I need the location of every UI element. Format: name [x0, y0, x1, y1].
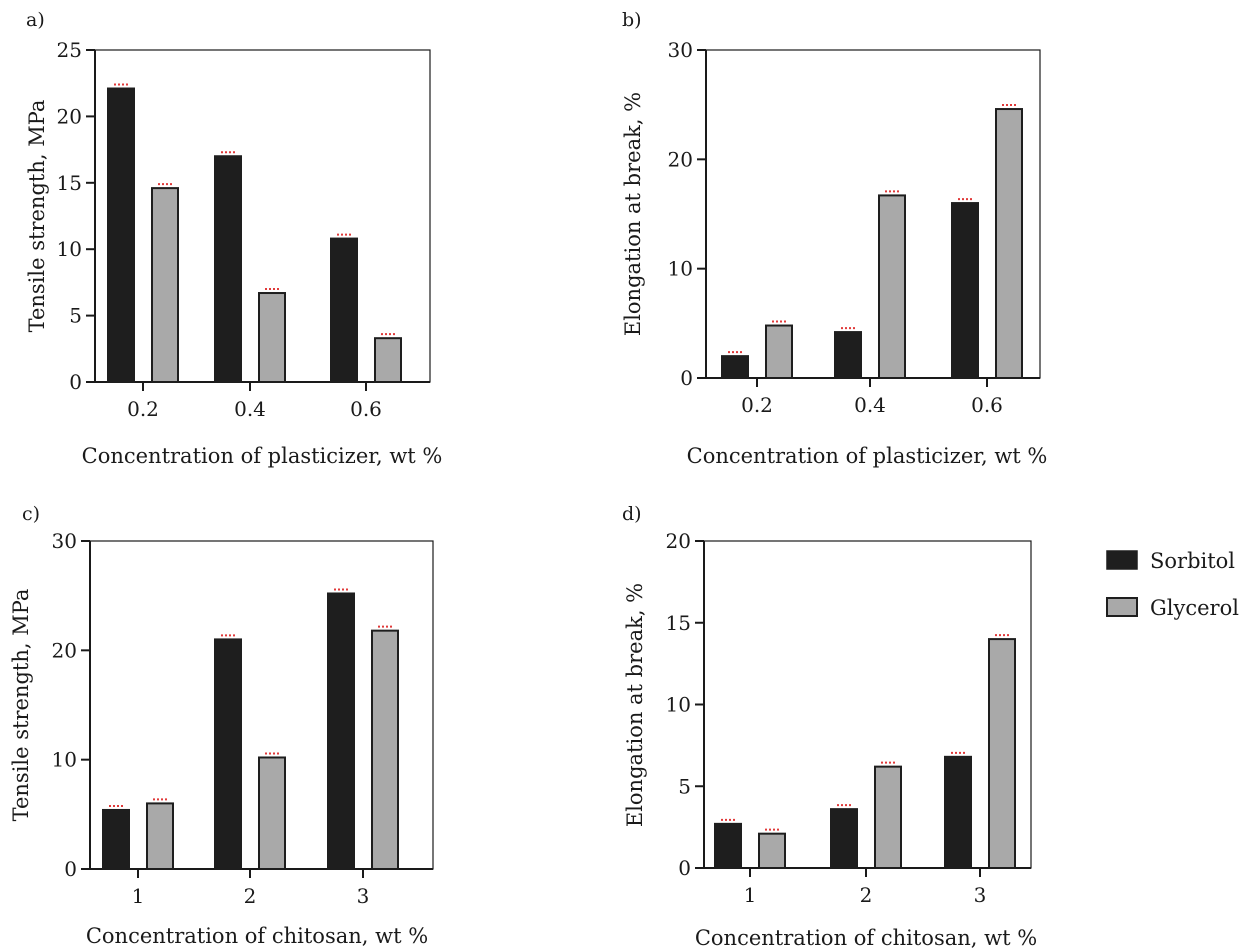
legend-label-sorbitol: Sorbitol: [1150, 549, 1235, 573]
y-tick-label: 20: [668, 147, 693, 171]
y-tick-label: 0: [69, 370, 82, 394]
bar-sorbitol: [951, 202, 979, 379]
x-tick-label: 2: [244, 884, 257, 908]
x-tick-label: 0.6: [350, 397, 382, 421]
chart-panel: 0 10 20 30 0.2 0.4 0.6 Concentration of plastic…: [621, 9, 1047, 468]
y-tick-label: 10: [52, 748, 77, 772]
y-tick-label: 5: [678, 774, 691, 798]
x-axis-title: Concentration of chitosan, wt %: [86, 924, 428, 948]
y-tick-label: 5: [69, 304, 82, 328]
y-axis-title: Elongation at break, %: [621, 92, 645, 336]
y-axis-title: Tensile strength, MPa: [25, 100, 49, 333]
bar-glycerol: [374, 337, 402, 383]
bar-sorbitol: [714, 822, 742, 869]
bar-glycerol: [988, 638, 1016, 869]
y-tick-label: 10: [57, 237, 82, 261]
bar-sorbitol: [214, 638, 242, 871]
chart-panel: 0 5 10 15 20 25 0.2 0.4 0.6 Concentration of plas…: [25, 9, 442, 468]
y-tick-label: 15: [57, 171, 82, 195]
legend-swatch-sorbitol: [1106, 550, 1138, 570]
y-tick-label: 0: [64, 857, 77, 881]
y-tick-label: 20: [666, 529, 691, 553]
y-axis-title: Elongation at break, %: [623, 583, 647, 827]
y-tick-label: 30: [668, 38, 693, 62]
y-tick-label: 15: [666, 611, 691, 635]
plot-frame: [703, 540, 1032, 869]
chart-panel: 0 10 20 30 1 2 3 Concentration of chitosan, wt …: [9, 503, 434, 948]
plot-frame: [705, 49, 1041, 379]
legend-label-glycerol: Glycerol: [1150, 596, 1239, 620]
y-tick-label: 0: [678, 856, 691, 880]
bar-sorbitol: [944, 755, 972, 870]
bar-glycerol: [995, 108, 1023, 379]
bar-sorbitol: [834, 331, 862, 379]
x-tick-label: 0.2: [127, 397, 159, 421]
y-tick-label: 10: [666, 693, 691, 717]
x-tick-label: 2: [860, 883, 873, 907]
x-tick-label: 0.6: [971, 393, 1003, 417]
x-tick-label: 0.2: [741, 393, 773, 417]
x-tick-label: 1: [744, 883, 757, 907]
bar-glycerol: [371, 629, 399, 870]
y-tick-label: 20: [52, 638, 77, 662]
bar-sorbitol: [830, 808, 858, 870]
panel-label: c): [22, 503, 40, 525]
legend: Sorbitol Glycerol: [1106, 549, 1239, 620]
bar-glycerol: [874, 765, 902, 870]
y-tick-label: 30: [52, 529, 77, 553]
bar-glycerol: [146, 802, 174, 871]
bar-sorbitol: [107, 87, 135, 384]
bar-glycerol: [258, 292, 286, 383]
x-axis-title: Concentration of plasticizer, wt %: [687, 444, 1048, 468]
y-tick-label: 10: [668, 257, 693, 281]
bar-sorbitol: [327, 592, 355, 870]
bar-glycerol: [765, 324, 793, 379]
bar-sorbitol: [214, 155, 242, 383]
y-axis-title: Tensile strength, MPa: [9, 589, 33, 822]
x-tick-label: 1: [132, 884, 145, 908]
panel-label: d): [622, 503, 642, 525]
y-tick-label: 0: [680, 366, 693, 390]
y-tick-label: 20: [57, 104, 82, 128]
panel-label: b): [622, 9, 642, 31]
bar-sorbitol: [330, 237, 358, 383]
bar-glycerol: [878, 194, 906, 379]
legend-swatch-glycerol: [1106, 597, 1138, 617]
chart-panel: 0 5 10 15 20 1 2 3 Concentration of chitosan, wt…: [622, 503, 1037, 949]
bar-glycerol: [258, 756, 286, 870]
panel-label: a): [26, 9, 45, 31]
x-axis-title: Concentration of plasticizer, wt %: [82, 444, 443, 468]
bar-sorbitol: [102, 808, 130, 871]
y-tick-label: 25: [57, 38, 82, 62]
bar-glycerol: [758, 832, 786, 869]
x-tick-label: 3: [974, 883, 987, 907]
x-axis-title: Concentration of chitosan, wt %: [695, 926, 1037, 949]
x-tick-label: 3: [357, 884, 370, 908]
x-tick-label: 0.4: [854, 393, 886, 417]
bar-glycerol: [151, 187, 179, 383]
bar-sorbitol: [721, 355, 749, 379]
x-tick-label: 0.4: [234, 397, 266, 421]
